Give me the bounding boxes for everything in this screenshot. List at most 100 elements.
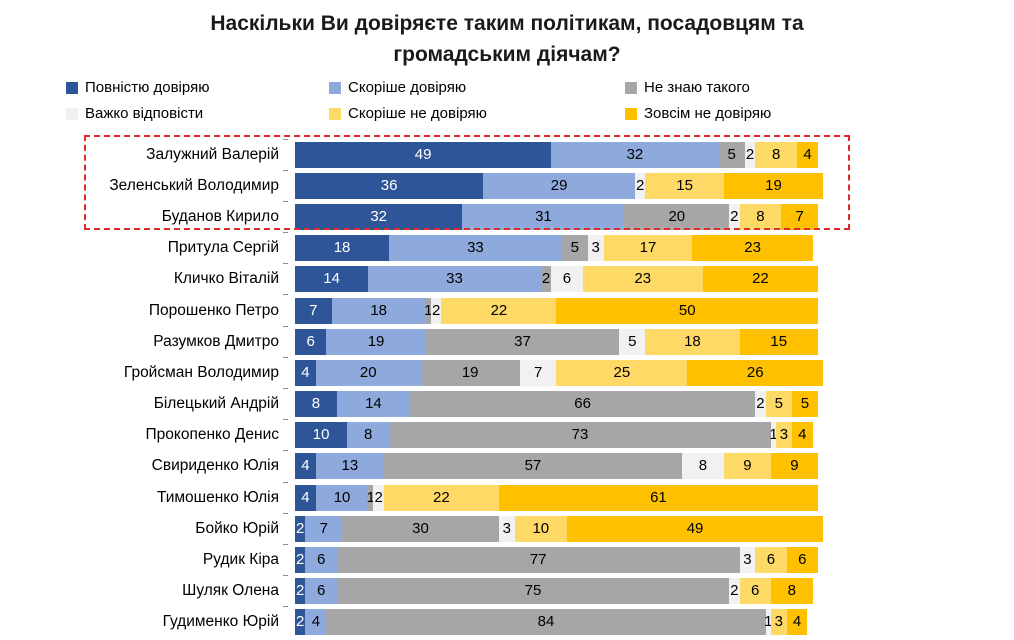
bar-segment: 6 [739,578,771,605]
segment-value: 15 [770,332,788,350]
segment-value: 2 [296,519,305,537]
segment-value: 2 [635,176,645,194]
segment-value: 3 [779,426,789,444]
segment-value: 2 [541,270,551,288]
segment-value: 15 [676,176,693,194]
bar-segment: 10 [295,422,348,449]
bar-segment: 6 [295,328,327,355]
category-label: Гудименко Юрій [162,613,279,631]
category-label: Білецький Андрій [153,395,279,413]
bar-segment: 2 [295,578,306,605]
bar-segment: 2 [430,297,442,324]
bar-stack: 2 6 77 3 6 6 [295,547,818,574]
bar-segment: 31 [462,203,625,230]
chart-title-line1: Наскільки Ви довіряєте таким політикам, … [210,12,804,35]
segment-value: 2 [296,613,305,631]
bar-segment: 13 [315,453,384,480]
category-label: Буданов Кирило [161,207,279,225]
segment-value: 7 [795,207,804,225]
category-label: Бойко Юрій [195,519,279,537]
bar-segment: 15 [739,328,818,355]
segment-value: 32 [626,145,644,163]
bar-segment: 10 [315,484,369,511]
bar-segment: 3 [587,235,604,262]
segment-value: 4 [792,613,802,631]
segment-value: 37 [514,332,531,350]
segment-value: 14 [365,395,382,413]
segment-value: 7 [533,363,543,381]
bar-segment: 37 [425,328,620,355]
bar-segment: 32 [295,203,463,230]
segment-value: 66 [574,395,591,413]
segment-value: 2 [745,145,755,163]
bar-segment: 32 [551,141,719,168]
segment-value: 32 [370,207,388,225]
legend-swatch [625,107,637,120]
category-label: Разумков Дмитро [153,332,279,350]
segment-value: 1 [366,488,375,506]
segment-value: 1 [764,613,773,631]
segment-value: 2 [730,582,739,600]
segment-value: 3 [591,239,600,257]
bar-segment: 6 [755,547,787,574]
bar-segment: 5 [619,328,646,355]
bar-segment: 8 [739,203,782,230]
segment-value: 49 [414,145,432,163]
segment-value: 33 [446,270,463,288]
bar-segment: 22 [383,484,499,511]
bar-segment: 9 [770,453,818,480]
segment-value: 73 [571,426,589,444]
bar-stack: 18 33 5 3 17 23 [295,235,813,262]
bar-segment: 14 [336,391,411,418]
legend-item: Зовсім не довіряю [625,105,771,122]
segment-value: 9 [743,457,752,475]
bar-segment: 20 [624,203,730,230]
bar-segment: 1 [424,297,433,324]
bar-stack: 2 6 75 2 6 8 [295,578,813,605]
legend-label: Зовсім не довіряю [644,105,772,122]
bar-segment: 23 [692,235,813,262]
bar-row: Тимошенко Юлія 4 10 1 2 22 61 [0,481,1014,513]
segment-value: 10 [333,488,351,506]
segment-value: 5 [774,395,783,413]
bar-row: Шуляк Олена 2 6 75 2 6 8 [0,575,1014,607]
legend-item: Не знаю такого [625,79,771,96]
bar-segment: 8 [295,391,337,418]
bar-row: Буданов Кирило 32 31 20 2 8 7 [0,200,1014,232]
segment-value: 6 [751,582,760,600]
legend-swatch [66,81,78,94]
segment-value: 6 [798,551,807,569]
segment-value: 26 [746,363,764,381]
bar-stack: 10 8 73 1 3 4 [295,422,813,449]
legend-item: Скоріше довіряю [329,79,625,96]
bar-row: Кличко Віталій 14 33 2 6 23 22 [0,263,1014,295]
bar-row: Свириденко Юлія 4 13 57 8 9 9 [0,450,1014,482]
segment-value: 13 [341,457,359,475]
category-label: Порошенко Петро [148,301,279,319]
segment-value: 2 [432,301,441,319]
bar-segment: 36 [295,172,484,199]
bar-segment: 5 [791,391,818,418]
bar-segment: 8 [755,141,798,168]
bar-segment: 4 [295,359,316,386]
segment-value: 33 [467,239,484,257]
bar-segment: 6 [551,266,583,293]
bar-segment: 9 [723,453,771,480]
legend-label: Скоріше не довіряю [348,105,487,122]
category-label: Свириденко Юлія [151,457,279,475]
segment-value: 4 [798,426,807,444]
bar-segment: 77 [336,547,740,574]
bar-segment: 7 [295,297,332,324]
bar-stack: 4 20 19 7 25 26 [295,359,824,386]
segment-value: 22 [433,488,450,506]
bar-segment: 5 [561,235,588,262]
bar-segment: 1 [769,422,778,449]
segment-value: 29 [550,176,568,194]
segment-value: 5 [800,395,810,413]
segment-value: 4 [301,457,310,475]
segment-value: 19 [765,176,782,194]
legend-item: Важко відповісти [66,105,329,122]
bar-segment: 57 [383,453,682,480]
category-label: Залужний Валерій [146,145,279,163]
bar-segment: 2 [634,172,646,199]
